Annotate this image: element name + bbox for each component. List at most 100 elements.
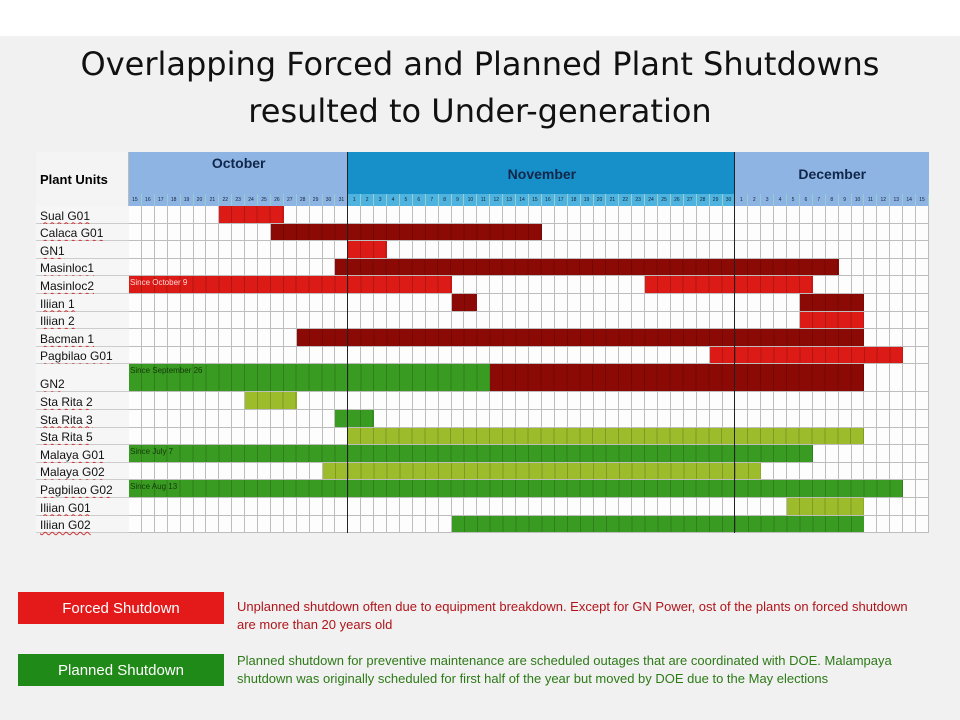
grid-cell	[154, 294, 168, 312]
grid-cell	[206, 515, 220, 534]
grid-cell	[851, 392, 865, 410]
grid-cell	[206, 410, 220, 428]
grid-cell	[206, 498, 220, 516]
grid-cell	[154, 258, 168, 277]
grid-cell	[399, 346, 413, 365]
grid-cell	[516, 498, 529, 516]
grid-cell	[903, 294, 917, 312]
grid-cell	[645, 498, 659, 516]
grid-cell	[812, 462, 826, 481]
grid-cell	[916, 294, 929, 312]
grid-cell	[412, 206, 426, 224]
grid-cell	[154, 410, 168, 428]
grid-cell	[658, 392, 671, 410]
legend-forced-text: Unplanned shutdown often due to equipmen…	[237, 599, 908, 632]
grid-cell	[141, 223, 155, 242]
grid-cell	[877, 241, 891, 259]
grid-cell	[877, 364, 891, 393]
grid-cell	[787, 392, 800, 410]
grid-cell	[283, 498, 297, 516]
grid-cell	[245, 241, 259, 259]
grid-cell	[503, 241, 517, 259]
grid-cell	[903, 346, 917, 365]
grid-cell	[619, 206, 633, 224]
grid-cell	[283, 462, 297, 481]
grid-cell	[219, 515, 233, 534]
plant-unit-name: Sta Rita 3	[40, 412, 93, 427]
day-tick-label: 26	[270, 194, 284, 206]
planned-shutdown-bar	[322, 462, 762, 480]
grid-cell	[567, 392, 581, 410]
day-tick-label: 15	[129, 194, 142, 206]
grid-cell	[890, 427, 904, 446]
grid-cell	[232, 329, 246, 347]
grid-cell	[864, 311, 878, 330]
grid-cell	[219, 498, 233, 516]
grid-cell	[296, 392, 310, 410]
grid-cell	[399, 311, 413, 330]
grid-cell	[903, 223, 917, 242]
grid-cell	[258, 462, 271, 481]
grid-cell	[735, 241, 749, 259]
grid-cell	[309, 427, 323, 446]
row-header: Plant Units	[36, 152, 129, 206]
forced-shutdown-bar	[799, 311, 865, 329]
plant-unit-label: Sta Rita 5	[36, 427, 129, 446]
day-tick-label: 10	[464, 194, 478, 206]
day-tick-label: 26	[670, 194, 684, 206]
grid-cell	[812, 223, 826, 242]
grid-cell	[670, 392, 684, 410]
grid-cell	[903, 410, 917, 428]
grid-cell	[219, 311, 233, 330]
grid-cell	[580, 223, 594, 242]
grid-cell	[412, 392, 426, 410]
grid-cell	[825, 445, 839, 463]
grid-cell	[232, 346, 246, 365]
grid-cell	[774, 206, 788, 224]
grid-cell	[129, 462, 142, 481]
grid-cell	[761, 462, 775, 481]
planned-shutdown-bar	[129, 364, 491, 392]
grid-cell	[490, 294, 504, 312]
grid-cell	[696, 241, 710, 259]
grid-cell	[619, 498, 633, 516]
grid-cell	[709, 294, 723, 312]
grid-cell	[645, 241, 659, 259]
grid-cell	[374, 346, 388, 365]
grid-cell	[812, 276, 826, 294]
grid-cell	[167, 206, 181, 224]
day-tick-label: 30	[322, 194, 336, 206]
grid-cell	[399, 241, 413, 259]
grid-cell	[193, 392, 207, 410]
grid-cell	[193, 498, 207, 516]
grid-cell	[167, 258, 181, 277]
grid-cell	[245, 223, 259, 242]
grid-cell	[412, 294, 426, 312]
plant-unit-label: Pagbilao G02	[36, 480, 129, 498]
day-tick-label: 14	[903, 194, 917, 206]
grid-cell	[425, 346, 439, 365]
grid-cell	[748, 311, 762, 330]
plant-unit-name: Masinloc1	[40, 261, 95, 276]
grid-cell	[193, 427, 207, 446]
grid-cell	[309, 515, 323, 534]
grid-cell	[851, 410, 865, 428]
grid-cell	[593, 276, 607, 294]
grid-cell	[812, 445, 826, 463]
grid-cell	[154, 329, 168, 347]
grid-cell	[399, 206, 413, 224]
month-header: November	[348, 152, 736, 194]
grid-cell	[270, 498, 284, 516]
grid-cell	[683, 498, 697, 516]
grid-cell	[399, 294, 413, 312]
day-tick-label: 7	[425, 194, 439, 206]
grid-cell	[412, 241, 426, 259]
day-tick-label: 1	[348, 194, 362, 206]
grid-cell	[761, 241, 775, 259]
grid-cell	[283, 311, 297, 330]
grid-cell	[903, 445, 917, 463]
day-tick-label: 25	[258, 194, 271, 206]
grid-cell	[129, 498, 142, 516]
grid-cell	[619, 311, 633, 330]
grid-cell	[270, 311, 284, 330]
